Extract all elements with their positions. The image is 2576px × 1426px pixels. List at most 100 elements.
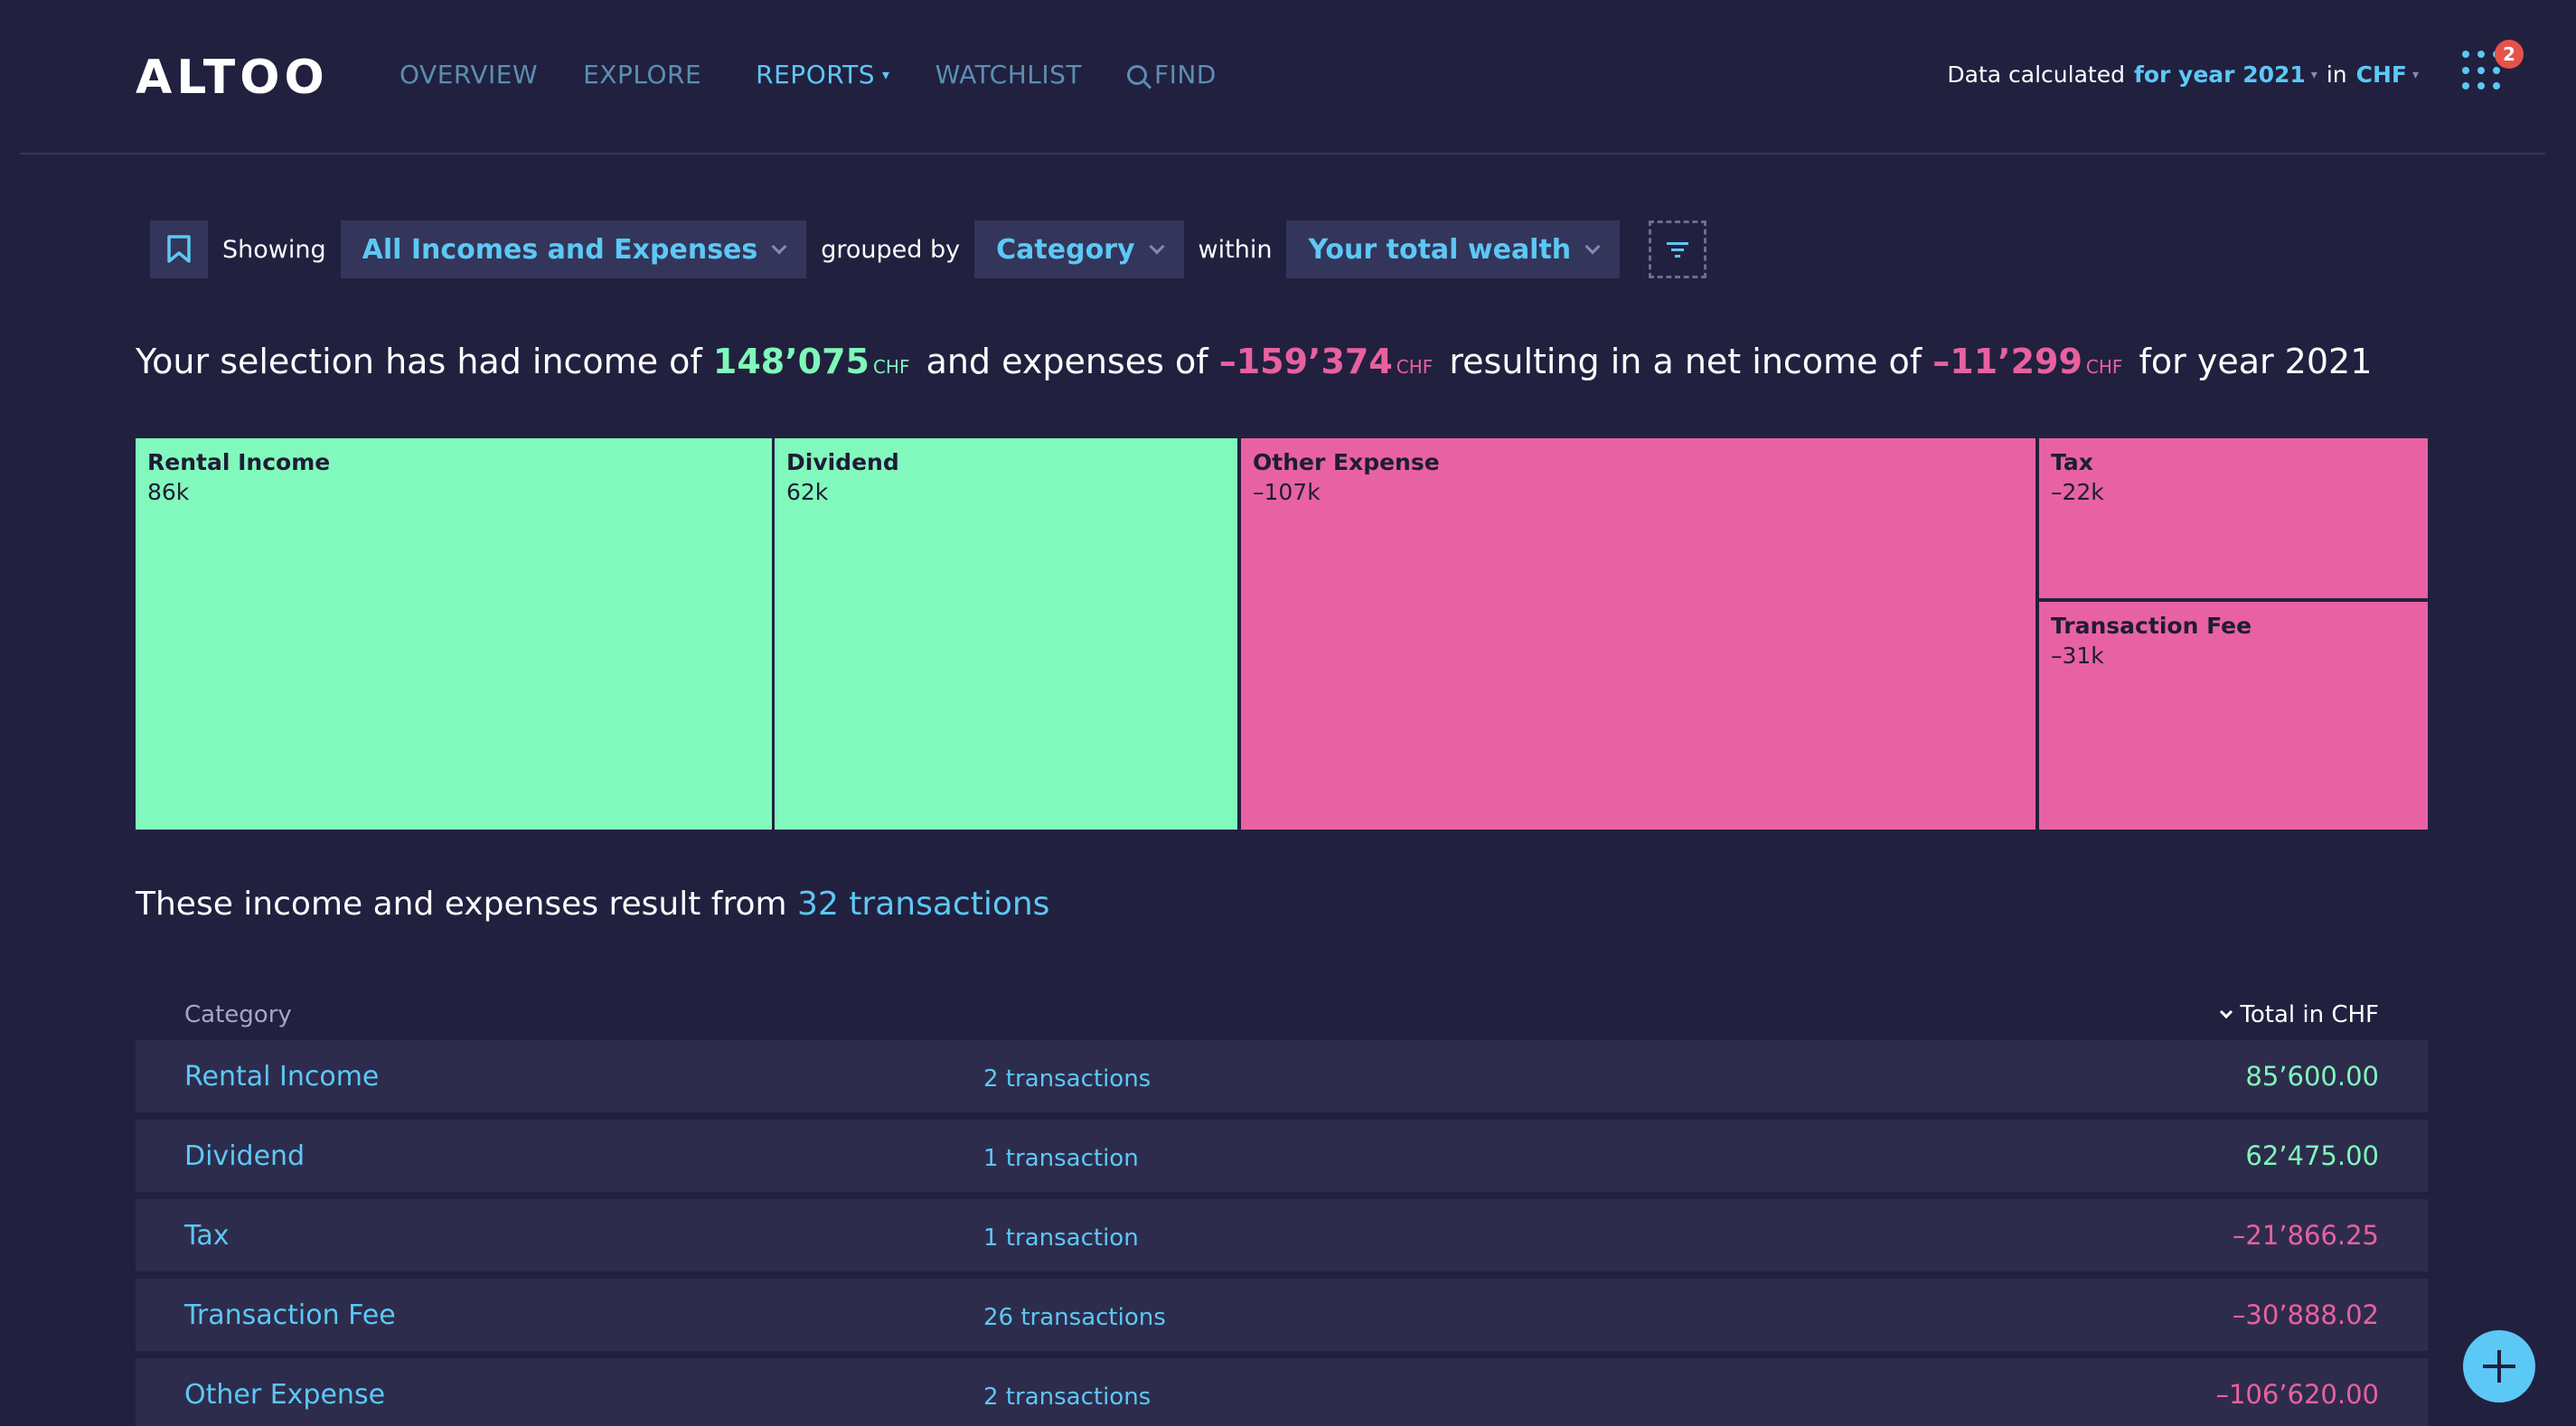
income-total: 148’075 [712, 342, 870, 381]
main-nav: OVERVIEW EXPLORE REPORTS ▾ WATCHLIST FIN… [400, 60, 1262, 89]
treemap-cell-tax[interactable]: Tax –22k [2039, 438, 2428, 598]
row-total: –21’866.25 [2232, 1220, 2379, 1251]
expense-currency: CHF [1396, 356, 1434, 378]
row-category[interactable]: Tax [184, 1219, 230, 1252]
altoo-logo[interactable]: ALTOO [136, 51, 329, 105]
treemap-value: 86k [147, 479, 190, 505]
column-header-total-label: Total in CHF [2240, 1001, 2379, 1028]
net-currency: CHF [2085, 356, 2123, 378]
row-category[interactable]: Other Expense [184, 1378, 386, 1411]
treemap-label: Rental Income [147, 449, 331, 475]
data-calculated-selector: Data calculated for year 2021 ▾ in CHF ▾ [1947, 61, 2419, 88]
column-header-total[interactable]: Total in CHF [2220, 1001, 2379, 1028]
within-dropdown[interactable]: Your total wealth [1286, 220, 1621, 278]
treemap-label: Dividend [786, 449, 899, 475]
treemap-label: Tax [2051, 449, 2093, 475]
within-label: within [1198, 235, 1273, 264]
notification-badge: 2 [2495, 40, 2524, 69]
treemap-cell-other-expense[interactable]: Other Expense –107k [1241, 438, 2035, 830]
income-currency: CHF [872, 356, 910, 378]
summary-sentence: Your selection has had income of 148’075… [136, 342, 2372, 381]
expense-total: –159’374 [1218, 342, 1393, 381]
within-value: Your total wealth [1308, 233, 1572, 266]
row-transaction-count[interactable]: 1 transaction [983, 1145, 1139, 1172]
nav-explore[interactable]: EXPLORE [583, 60, 701, 89]
search-icon [1127, 64, 1147, 85]
nav-find-label: FIND [1154, 60, 1217, 89]
currency-value: CHF [2355, 61, 2407, 88]
bookmark-button[interactable] [150, 220, 208, 278]
table-row[interactable]: Other Expense 2 transactions –106’620.00 [136, 1358, 2428, 1426]
bookmark-icon [167, 235, 191, 263]
top-header: ALTOO OVERVIEW EXPLORE REPORTS ▾ WATCHLI… [20, 0, 2545, 155]
nav-find[interactable]: FIND [1127, 60, 1217, 89]
row-transaction-count[interactable]: 2 transactions [983, 1384, 1152, 1411]
column-header-category[interactable]: Category [184, 1001, 292, 1028]
treemap-value: –22k [2051, 479, 2104, 505]
filter-icon [1667, 242, 1689, 258]
calc-prefix: Data calculated [1947, 61, 2125, 88]
table-row[interactable]: Dividend 1 transaction 62’475.00 [136, 1120, 2428, 1192]
chevron-down-icon [1149, 239, 1165, 255]
period-value: for year 2021 [2133, 61, 2306, 88]
period-dropdown[interactable]: for year 2021 ▾ [2134, 61, 2317, 88]
row-total: –30’888.02 [2232, 1299, 2379, 1330]
treemap-value: –31k [2051, 643, 2104, 669]
row-transaction-count[interactable]: 1 transaction [983, 1224, 1139, 1252]
filter-button[interactable] [1649, 220, 1707, 278]
summary-part1: Your selection has had income of [136, 342, 702, 381]
treemap-cell-rental-income[interactable]: Rental Income 86k [136, 438, 772, 830]
showing-dropdown[interactable]: All Incomes and Expenses [340, 220, 807, 278]
nav-reports-label: REPORTS [756, 60, 876, 89]
chevron-down-icon [1584, 239, 1601, 255]
grouped-label: grouped by [821, 235, 961, 264]
summary-part2: and expenses of [926, 342, 1208, 381]
row-transaction-count[interactable]: 26 transactions [983, 1304, 1166, 1331]
chevron-down-icon [771, 239, 787, 255]
nav-overview-label: OVERVIEW [400, 60, 539, 89]
net-total: –11’299 [1932, 342, 2082, 381]
row-total: 85’600.00 [2245, 1061, 2379, 1092]
treemap-label: Other Expense [1253, 449, 1440, 475]
summary-part4: for year 2021 [2139, 342, 2373, 381]
grouped-by-dropdown[interactable]: Category [974, 220, 1184, 278]
transactions-text: These income and expenses result from [136, 886, 787, 923]
chevron-down-icon: ▾ [2411, 67, 2419, 82]
nav-watchlist[interactable]: WATCHLIST [935, 60, 1082, 89]
nav-explore-label: EXPLORE [583, 60, 702, 89]
nav-watchlist-label: WATCHLIST [935, 60, 1082, 89]
transactions-sentence: These income and expenses result from 32… [136, 886, 1049, 923]
chevron-down-icon: ▾ [882, 66, 890, 83]
currency-dropdown[interactable]: CHF ▾ [2356, 61, 2419, 88]
row-transaction-count[interactable]: 2 transactions [983, 1065, 1152, 1093]
treemap-label: Transaction Fee [2051, 613, 2252, 639]
table-row[interactable]: Rental Income 2 transactions 85’600.00 [136, 1040, 2428, 1112]
table-row[interactable]: Transaction Fee 26 transactions –30’888.… [136, 1279, 2428, 1351]
treemap-cell-dividend[interactable]: Dividend 62k [775, 438, 1237, 830]
row-category[interactable]: Dividend [184, 1140, 306, 1172]
table-row[interactable]: Tax 1 transaction –21’866.25 [136, 1199, 2428, 1271]
chevron-down-icon: ▾ [2310, 67, 2317, 82]
row-category[interactable]: Rental Income [184, 1060, 380, 1093]
row-total: –106’620.00 [2215, 1379, 2379, 1410]
showing-value: All Incomes and Expenses [362, 233, 758, 266]
transactions-link[interactable]: 32 transactions [797, 886, 1050, 923]
row-category[interactable]: Transaction Fee [184, 1299, 396, 1331]
filter-bar: Showing All Incomes and Expenses grouped… [150, 220, 1707, 278]
treemap-cell-transaction-fee[interactable]: Transaction Fee –31k [2039, 602, 2428, 830]
sort-desc-icon [2220, 1005, 2233, 1019]
nav-reports[interactable]: REPORTS ▾ [756, 60, 889, 89]
calc-in: in [2326, 61, 2347, 88]
nav-overview[interactable]: OVERVIEW [400, 60, 538, 89]
category-table: Category Total in CHF Rental Income 2 tr… [136, 990, 2428, 1426]
summary-part3: resulting in a net income of [1449, 342, 1923, 381]
treemap-value: –107k [1253, 479, 1321, 505]
add-button[interactable] [2463, 1330, 2535, 1403]
table-header: Category Total in CHF [136, 990, 2428, 1040]
grouped-value: Category [996, 233, 1135, 266]
treemap-value: 62k [786, 479, 829, 505]
row-total: 62’475.00 [2245, 1140, 2379, 1171]
showing-label: Showing [222, 235, 326, 264]
treemap: Rental Income 86k Dividend 62k Other Exp… [136, 438, 2428, 830]
